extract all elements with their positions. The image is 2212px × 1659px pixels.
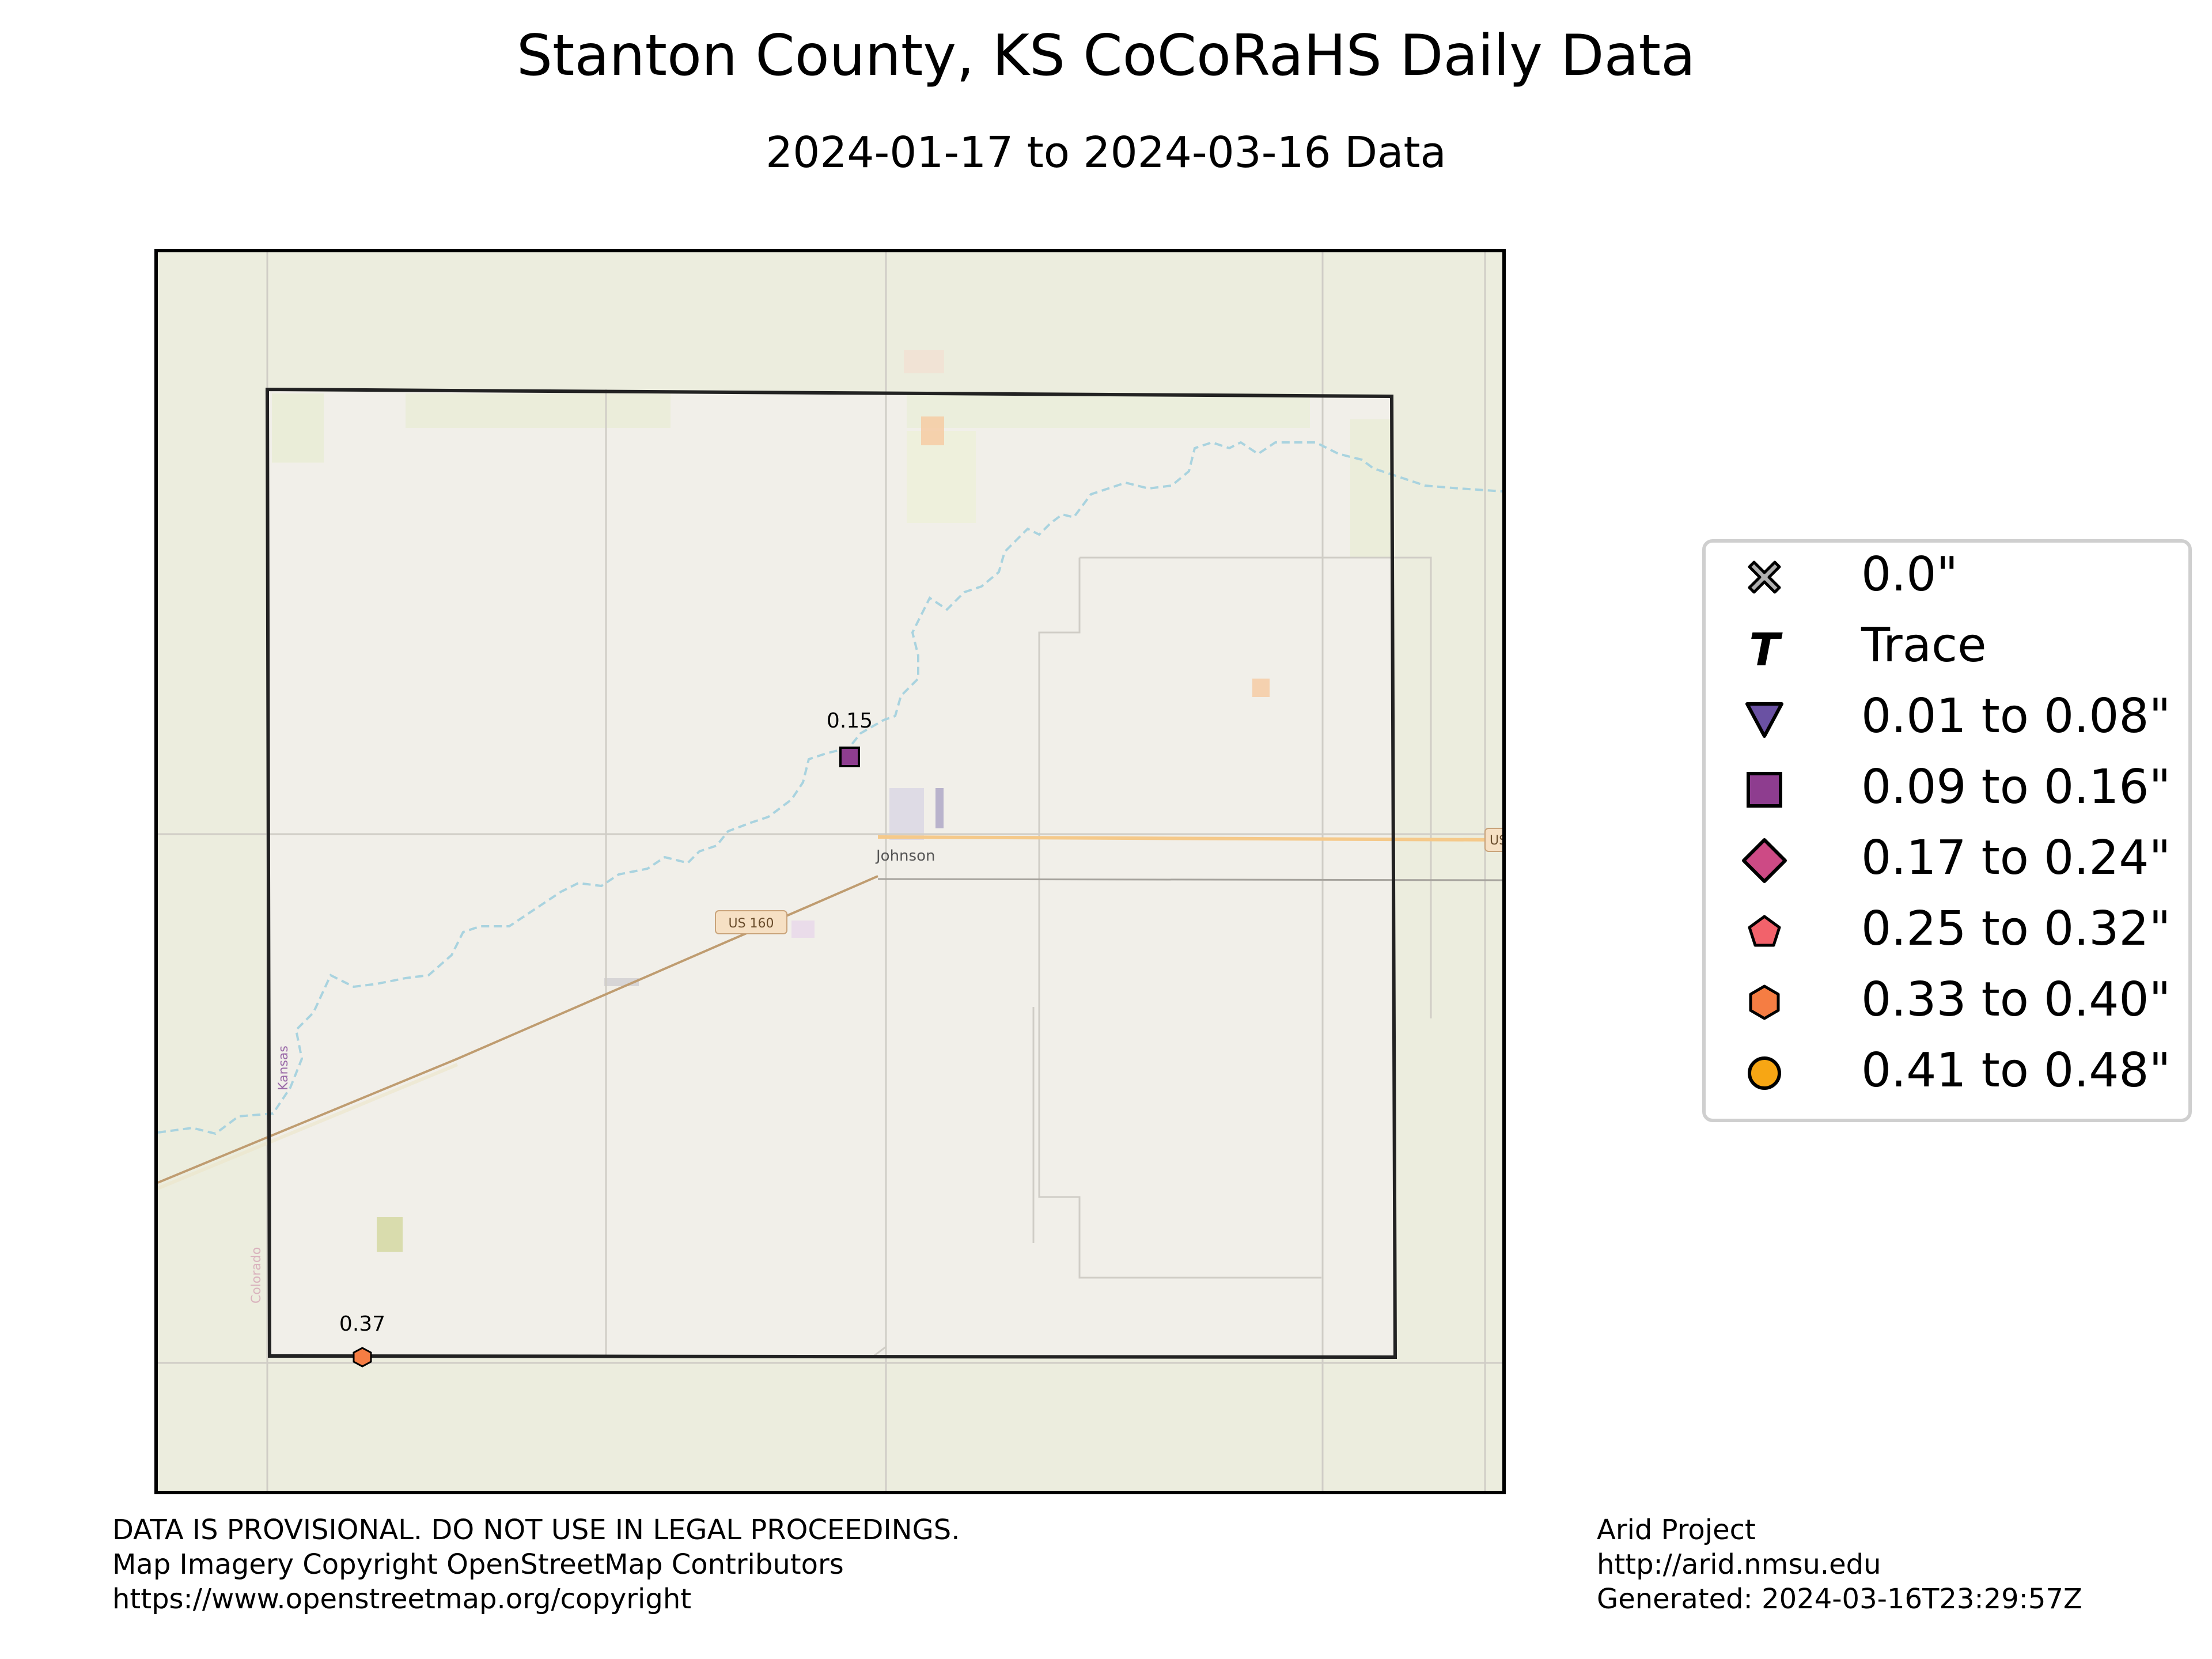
legend: 0.0" T Trace 0.01 to 0.08" 0.09 to 0.16"… — [1702, 539, 2192, 1122]
footer-line: http://arid.nmsu.edu — [1597, 1548, 1881, 1581]
town-patch — [935, 788, 944, 828]
map-panel[interactable]: Johnson Kansas Colorado US 160 US 0.15 0… — [154, 249, 1506, 1494]
circle-icon — [1748, 1056, 1781, 1090]
legend-label: 0.41 to 0.48" — [1861, 1043, 2171, 1098]
legend-label: 0.09 to 0.16" — [1861, 760, 2171, 815]
svg-text:US 160: US 160 — [728, 916, 774, 931]
legend-item-0.41-0.48: 0.41 to 0.48" — [1706, 1039, 2188, 1102]
field-patch — [907, 431, 976, 523]
legend-item-0.09-0.16: 0.09 to 0.16" — [1706, 755, 2188, 819]
field-patch — [406, 393, 671, 428]
field-patch — [907, 393, 1310, 428]
road — [877, 878, 1502, 881]
legend-item-0.33-0.40: 0.33 to 0.40" — [1706, 968, 2188, 1031]
road-shield-us-160: US 160 — [715, 910, 787, 934]
x-marker-icon — [1748, 560, 1781, 594]
legend-item-0.25-0.32: 0.25 to 0.32" — [1706, 897, 2188, 960]
date-range-subtitle: 2024-01-17 to 2024-03-16 Data — [766, 128, 1446, 177]
town-patch — [791, 921, 815, 938]
legend-label: 0.0" — [1861, 547, 1959, 602]
legend-item-0.17-0.24: 0.17 to 0.24" — [1706, 826, 2188, 889]
footer-line: Map Imagery Copyright OpenStreetMap Cont… — [112, 1548, 844, 1581]
legend-label: Trace — [1861, 618, 1987, 673]
place-label-johnson: Johnson — [875, 847, 935, 865]
place-label-colorado: Colorado — [249, 1247, 264, 1304]
triangle-down-icon — [1745, 702, 1783, 738]
pentagon-icon — [1748, 915, 1781, 947]
station-value-label: 0.15 — [827, 709, 873, 733]
place-label-kansas: Kansas — [276, 1046, 291, 1090]
trace-t-icon: T — [1749, 625, 1783, 671]
county-border — [265, 387, 1397, 1359]
town-patch — [904, 350, 944, 373]
town-patch — [921, 416, 944, 445]
hexagon-icon — [1749, 984, 1780, 1020]
basemap: Johnson Kansas Colorado US 160 US 0.15 0… — [158, 252, 1502, 1491]
footer-line: DATA IS PROVISIONAL. DO NOT USE IN LEGAL… — [112, 1514, 960, 1546]
footer-line: https://www.openstreetmap.org/copyright — [112, 1583, 692, 1615]
town-patch — [1252, 679, 1270, 697]
svg-text:T: T — [1749, 625, 1783, 671]
footer-line: Generated: 2024-03-16T23:29:57Z — [1597, 1583, 2082, 1615]
square-icon — [1747, 772, 1782, 808]
footer-line: Arid Project — [1597, 1514, 1756, 1546]
footer-credits: Arid Project http://arid.nmsu.edu Genera… — [1597, 1513, 2082, 1616]
station-marker-0.15[interactable]: 0.15 — [827, 709, 873, 767]
us-160-highway — [158, 875, 878, 1184]
footer-disclaimer: DATA IS PROVISIONAL. DO NOT USE IN LEGAL… — [112, 1513, 960, 1616]
primary-road — [877, 835, 1502, 842]
diamond-icon — [1742, 838, 1787, 883]
legend-label: 0.01 to 0.08" — [1861, 689, 2171, 744]
station-marker-0.37[interactable]: 0.37 — [339, 1312, 385, 1368]
field-patch — [377, 1217, 403, 1252]
road-shield-us: US — [1484, 828, 1502, 852]
legend-item-trace: T Trace — [1706, 613, 2188, 677]
town-patch — [889, 788, 924, 840]
legend-label: 0.33 to 0.40" — [1861, 972, 2171, 1027]
field-patch — [272, 393, 324, 463]
legend-label: 0.25 to 0.32" — [1861, 902, 2171, 956]
svg-text:US: US — [1490, 834, 1502, 848]
legend-item-zero: 0.0" — [1706, 543, 2188, 606]
legend-item-0.01-0.08: 0.01 to 0.08" — [1706, 684, 2188, 748]
highway-halo — [158, 1063, 459, 1190]
river — [158, 441, 1502, 1135]
field-patch — [1350, 419, 1391, 558]
station-value-label: 0.37 — [339, 1312, 385, 1336]
legend-label: 0.17 to 0.24" — [1861, 831, 2171, 885]
county-fill — [267, 389, 1395, 1357]
page-title: Stanton County, KS CoCoRaHS Daily Data — [516, 23, 1696, 89]
